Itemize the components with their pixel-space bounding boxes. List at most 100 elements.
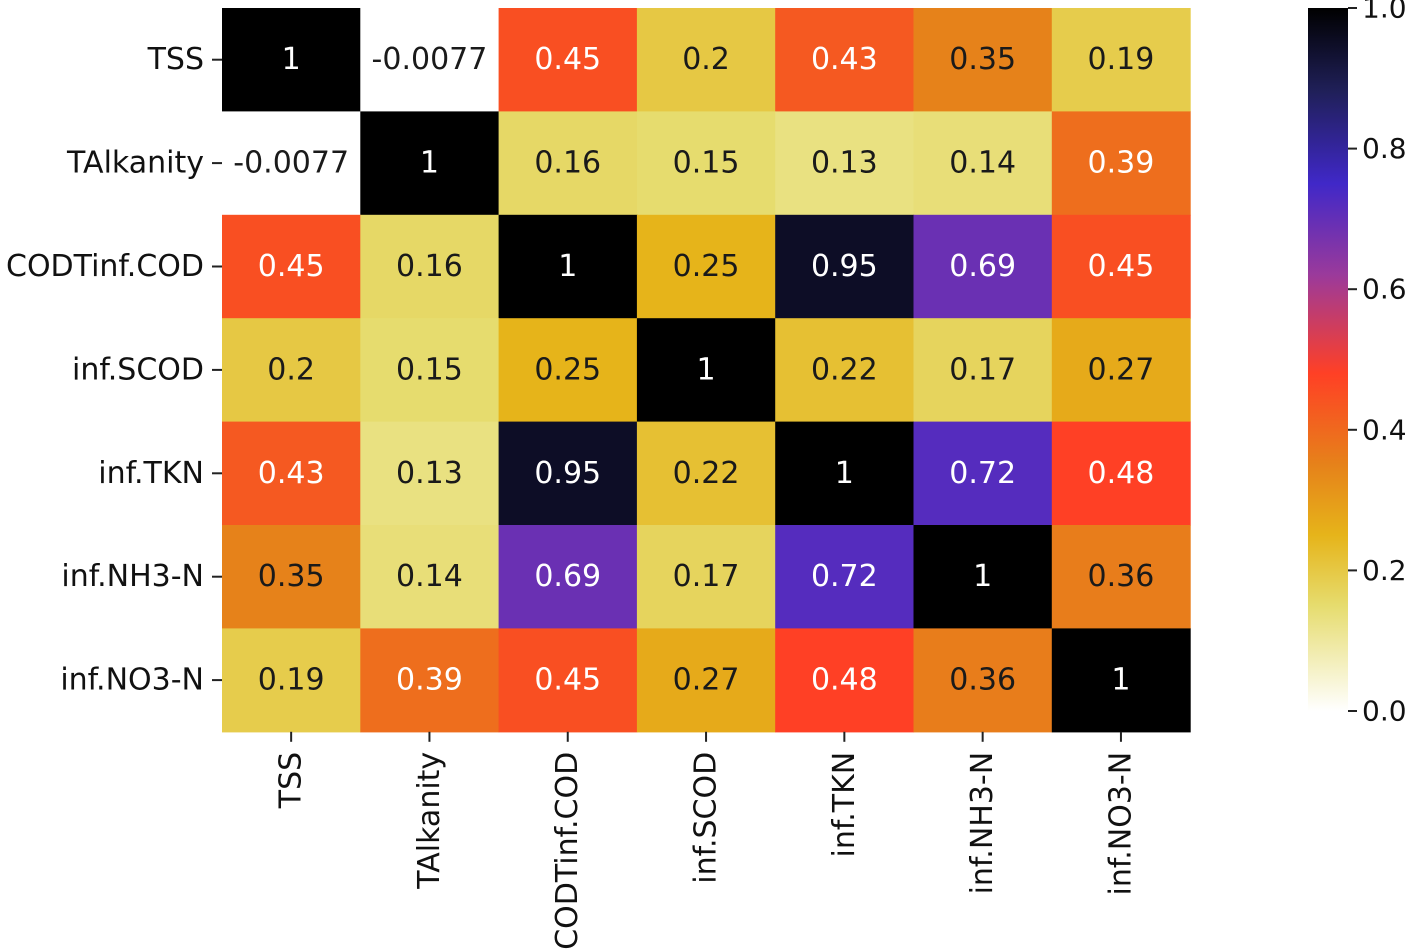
y-tick-label-inf-nh3-n: inf.NH3-N <box>61 559 204 594</box>
cell-label: -0.0077 <box>372 42 488 77</box>
heatmap-cell <box>222 628 361 733</box>
heatmap-cell <box>775 111 915 216</box>
heatmap-cell <box>360 318 500 423</box>
heatmap-cell <box>913 628 1053 733</box>
x-tick-label-inf-nh3-n: inf.NH3-N <box>965 752 1000 895</box>
heatmap-cell <box>636 214 776 319</box>
heatmap-cell <box>913 111 1053 216</box>
heatmap-cell <box>1051 8 1191 112</box>
heatmap-cell <box>360 111 500 216</box>
heatmap-cell <box>636 318 776 423</box>
cell-label: 1 <box>1111 663 1130 698</box>
heatmap-cell <box>498 214 638 319</box>
cell-label: 0.69 <box>949 249 1016 284</box>
heatmap-cell <box>775 214 915 319</box>
cell-label: 0.45 <box>258 249 325 284</box>
cell-label: 0.95 <box>534 456 601 491</box>
heatmap-cell <box>222 421 361 526</box>
y-tick-label-inf-no3-n: inf.NO3-N <box>60 663 204 698</box>
cell-label: 0.43 <box>258 456 325 491</box>
cell-label: 0.19 <box>1088 42 1155 77</box>
cell-label: 0.13 <box>811 146 878 181</box>
x-tick-label-tss: TSS <box>274 752 309 809</box>
cell-label: 0.72 <box>811 559 878 594</box>
cell-label: 0.16 <box>396 249 463 284</box>
cell-label: 0.25 <box>534 352 601 387</box>
x-tick-label-talkanity: TAlkanity <box>412 752 447 890</box>
y-tick-label-tss: TSS <box>147 42 204 77</box>
heatmap-cell <box>222 318 361 423</box>
cell-label: 0.14 <box>949 146 1016 181</box>
heatmap-cell <box>913 8 1053 112</box>
cell-label: 0.36 <box>949 663 1016 698</box>
heatmap-cell <box>913 421 1053 526</box>
heatmap-cell <box>636 421 776 526</box>
heatmap-cell <box>636 525 776 629</box>
colorbar-tick-label: 0.4 <box>1362 413 1407 446</box>
cell-label: 1 <box>835 456 854 491</box>
cell-label: 0.22 <box>673 456 740 491</box>
cell-label: 0.27 <box>1088 352 1155 387</box>
heatmap-cell <box>913 318 1053 423</box>
cell-label: 1 <box>697 352 716 387</box>
colorbar-tick-label: 0.8 <box>1362 132 1407 165</box>
heatmap-cell <box>360 525 500 629</box>
heatmap-cell <box>1051 525 1191 629</box>
heatmap-cell <box>913 214 1053 319</box>
x-axis: TSS TAlkanity CODTinf.COD inf.SCOD inf.TKN in… <box>274 731 1138 950</box>
cell-label: 0.39 <box>1088 146 1155 181</box>
heatmap-cell <box>360 8 500 112</box>
heatmap-cell <box>636 628 776 733</box>
heatmap-cell <box>498 111 638 216</box>
cell-label: 1 <box>973 559 992 594</box>
x-tick-label-inf-scod: inf.SCOD <box>689 752 724 884</box>
cell-label: 0.72 <box>949 456 1016 491</box>
heatmap-cell <box>222 8 361 112</box>
cell-label: 0.27 <box>673 663 740 698</box>
cell-label: 0.19 <box>258 663 325 698</box>
colorbar-tick-label: 0.2 <box>1362 554 1407 587</box>
heatmap-cell <box>498 8 638 112</box>
heatmap-cell <box>1051 421 1191 526</box>
x-tick-label-codtinf-cod: CODTinf.COD <box>550 752 585 950</box>
heatmap-cell <box>1051 214 1191 319</box>
cell-label: 1 <box>282 42 301 77</box>
cell-label: 0.36 <box>1088 559 1155 594</box>
cell-label: 0.22 <box>811 352 878 387</box>
cell-label: 0.45 <box>534 42 601 77</box>
colorbar-tick-label: 1.0 <box>1362 0 1407 25</box>
y-axis: TSS TAlkanity CODTinf.COD inf.SCOD inf.TKN in… <box>6 42 222 698</box>
heatmap-cell <box>360 628 500 733</box>
heatmap-cell <box>498 628 638 733</box>
heatmap-cell <box>636 111 776 216</box>
cell-label: 0.43 <box>811 42 878 77</box>
x-tick-label-inf-tkn: inf.TKN <box>827 752 862 858</box>
cell-label: 0.13 <box>396 456 463 491</box>
y-tick-label-talkanity: TAlkanity <box>66 146 204 181</box>
heatmap-cell <box>360 214 500 319</box>
heatmap-cell <box>775 318 915 423</box>
heatmap-cell <box>222 111 361 216</box>
cell-label: 0.2 <box>267 352 315 387</box>
y-tick-label-inf-tkn: inf.TKN <box>98 456 204 491</box>
heatmap-cell <box>913 525 1053 629</box>
cell-label: 0.2 <box>682 42 730 77</box>
x-tick-label-inf-no3-n: inf.NO3-N <box>1103 752 1138 896</box>
y-tick-label-codtinf-cod: CODTinf.COD <box>6 249 204 284</box>
heatmap-cell <box>498 525 638 629</box>
cell-label: 0.14 <box>396 559 463 594</box>
cell-label: 0.69 <box>534 559 601 594</box>
colorbar-gradient <box>1308 8 1348 711</box>
heatmap-cell <box>636 8 776 112</box>
heatmap-cell <box>498 421 638 526</box>
cell-label: 0.15 <box>396 352 463 387</box>
heatmap-cell <box>1051 318 1191 423</box>
cell-label: 0.25 <box>673 249 740 284</box>
colorbar-tick-label: 0.0 <box>1362 695 1407 728</box>
cell-label: 1 <box>558 249 577 284</box>
heatmap-cell <box>498 318 638 423</box>
heatmap-cell <box>1051 111 1191 216</box>
heatmap-cell <box>1051 628 1191 733</box>
heatmap-cell <box>775 8 915 112</box>
heatmap-cell <box>775 525 915 629</box>
